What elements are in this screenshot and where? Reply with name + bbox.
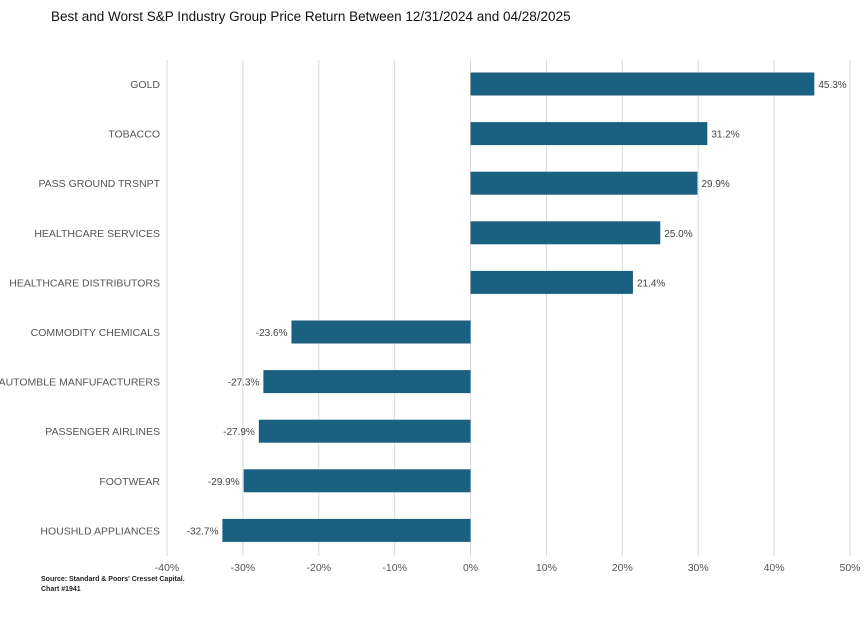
category-label: HOUSHLD APPLIANCES: [40, 525, 160, 537]
data-label: 21.4%: [637, 278, 665, 289]
data-label: -27.3%: [228, 378, 260, 389]
data-labels: 45.3% 31.2% 29.9% 25.0% 21.4% -23.6% -27.3% -27…: [187, 80, 847, 537]
bar: [243, 469, 471, 493]
bar: [470, 270, 633, 294]
chart-title: Best and Worst S&P Industry Group Price …: [51, 9, 571, 24]
data-label: -23.6%: [256, 328, 288, 339]
source-note: Source: Standard & Poors' Cresset Capita…: [41, 575, 185, 595]
x-tick-label: -20%: [307, 562, 332, 574]
bar: [470, 221, 661, 245]
data-label: 29.9%: [701, 179, 729, 190]
x-tick-label: 20%: [612, 562, 633, 574]
category-label: HEALTHCARE SERVICES: [34, 228, 160, 240]
category-label: FOOTWEAR: [99, 476, 160, 488]
x-tick-label: 40%: [764, 562, 785, 574]
source-line-2: Chart #1941: [41, 586, 81, 593]
bar: [470, 122, 708, 146]
x-tick-label: -40%: [155, 562, 180, 574]
category-label: COMMODITY CHEMICALS: [31, 327, 160, 339]
data-label: -29.9%: [208, 477, 240, 488]
category-labels: GOLD TOBACCO PASS GROUND TRSNPT HEALTHCARE …: [0, 79, 161, 537]
category-label: AUTOMBLE MANFUFACTURERS: [0, 377, 160, 389]
bar: [470, 171, 698, 195]
data-label: 45.3%: [818, 80, 846, 91]
bar: [222, 518, 471, 542]
data-label: -27.9%: [223, 427, 255, 438]
category-label: PASSENGER AIRLINES: [45, 426, 160, 438]
source-line-1: Source: Standard & Poors' Cresset Capita…: [41, 576, 185, 583]
bar: [291, 320, 471, 344]
category-label: TOBACCO: [108, 129, 160, 141]
x-axis-tick-labels: -40% -30% -20% -10% 0% 10% 20% 30% 40% 50%: [155, 562, 861, 574]
x-tick-label: 0%: [463, 562, 478, 574]
x-tick-label: 30%: [688, 562, 709, 574]
x-tick-label: 50%: [839, 562, 860, 574]
bar: [470, 72, 815, 96]
category-label: HEALTHCARE DISTRIBUTORS: [9, 277, 160, 289]
data-label: -32.7%: [187, 526, 219, 537]
bar: [263, 370, 471, 394]
data-label: 25.0%: [664, 229, 692, 240]
bar: [258, 419, 471, 443]
category-label: PASS GROUND TRSNPT: [38, 178, 160, 190]
data-label: 31.2%: [711, 130, 739, 141]
x-tick-label: -30%: [231, 562, 256, 574]
category-label: GOLD: [130, 79, 160, 91]
bars: [222, 72, 815, 542]
x-tick-label: 10%: [536, 562, 557, 574]
x-tick-label: -10%: [382, 562, 407, 574]
